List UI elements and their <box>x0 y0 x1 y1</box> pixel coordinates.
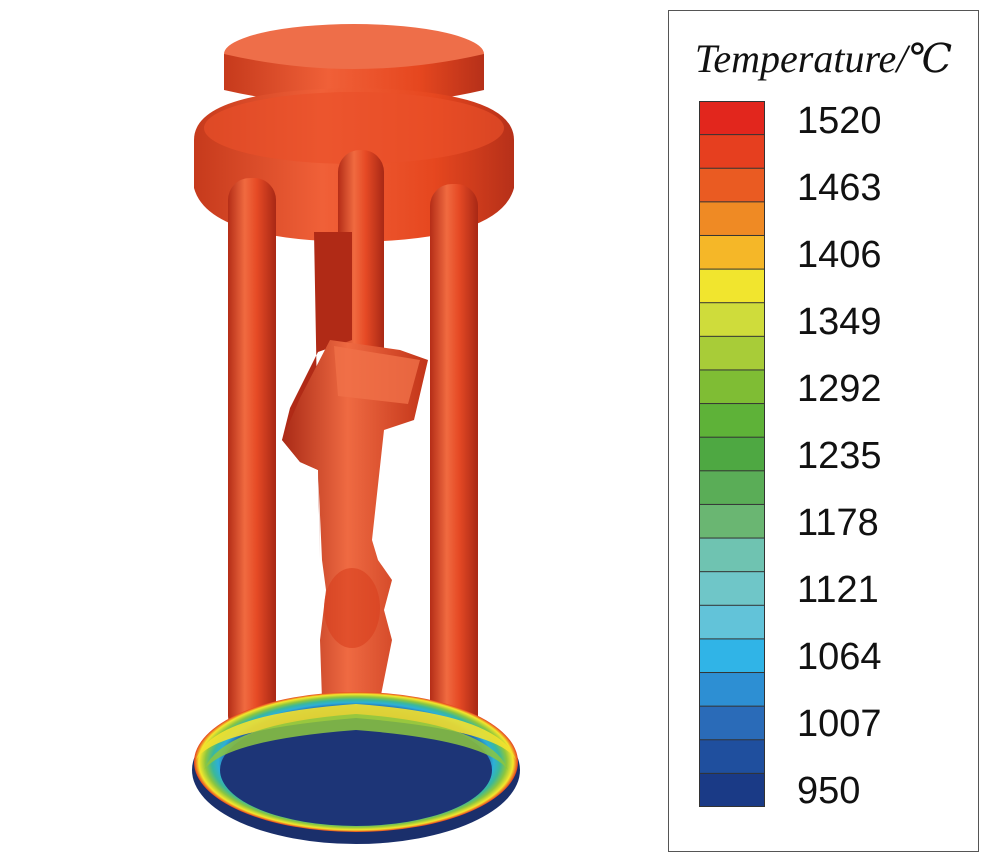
color-bar-swatch <box>699 234 765 271</box>
color-bar-swatch <box>699 604 765 640</box>
casting-temperature-model <box>192 24 520 844</box>
temperature-legend: Temperature/℃ 1520 1463 1406 1349 1292 1235 11… <box>668 10 979 852</box>
color-bar-swatch <box>699 134 765 170</box>
legend-tick-label: 950 <box>797 770 861 812</box>
rod-right <box>430 184 478 740</box>
legend-tick-label: 1121 <box>797 569 879 611</box>
color-bar <box>699 101 765 807</box>
color-bar-swatch <box>699 772 765 807</box>
central-sprue <box>282 232 428 700</box>
color-bar-swatch <box>699 335 765 371</box>
color-bar-swatch <box>699 739 765 775</box>
color-bar-swatch <box>699 403 765 439</box>
legend-tick-label: 1064 <box>797 636 882 678</box>
color-bar-swatch <box>699 571 765 607</box>
color-bar-swatch <box>699 167 765 203</box>
color-bar-swatch <box>699 101 765 136</box>
color-bar-swatch <box>699 268 765 304</box>
color-bar-swatch <box>699 470 765 506</box>
bottom-chill-plate <box>192 692 520 844</box>
legend-tick-label: 1292 <box>797 368 882 410</box>
color-bar-swatch <box>699 436 765 472</box>
color-bar-swatch <box>699 503 765 540</box>
rod-left <box>228 178 276 738</box>
color-bar-swatch <box>699 537 765 573</box>
legend-tick-label: 1235 <box>797 435 882 477</box>
color-bar-swatch <box>699 705 765 741</box>
legend-tick-label: 1349 <box>797 301 882 343</box>
color-bar-swatch <box>699 201 765 237</box>
color-bar-frame <box>699 101 765 807</box>
legend-tick-label: 1178 <box>797 502 879 544</box>
legend-tick-label: 1463 <box>797 167 882 209</box>
legend-tick-label: 1007 <box>797 703 882 745</box>
legend-title: Temperature/℃ <box>694 36 953 81</box>
support-rods <box>228 150 478 740</box>
color-bar-swatch <box>699 369 765 405</box>
legend-tick-label: 1406 <box>797 234 882 276</box>
color-bar-swatch <box>699 672 765 708</box>
color-bar-swatch <box>699 638 765 674</box>
color-bar-swatch <box>699 302 765 338</box>
legend-tick-label: 1520 <box>797 100 882 142</box>
